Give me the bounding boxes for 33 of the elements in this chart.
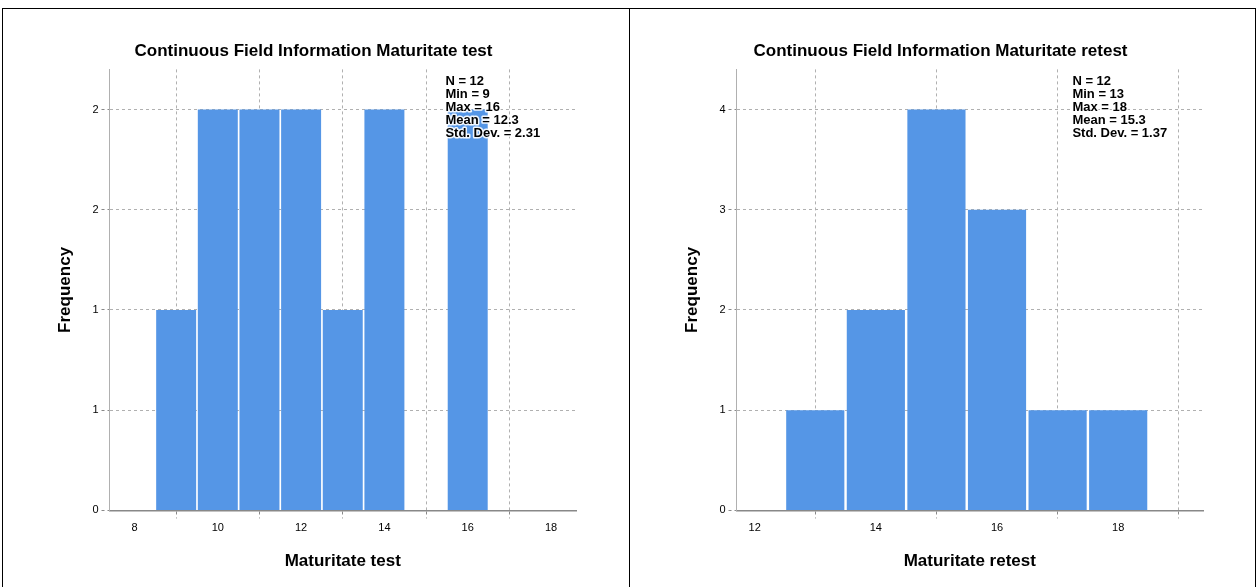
annotation: Std. Dev. = 1.37 — [1071, 125, 1167, 141]
x-tick-label: 18 — [544, 521, 558, 534]
y-tick-label: 0 — [718, 503, 726, 516]
x-tick-label: 12 — [294, 521, 308, 534]
y-tick-label: 2 — [92, 102, 99, 115]
x-tick-label: 14 — [869, 521, 882, 534]
x-tick-label: 14 — [378, 521, 391, 534]
x-tick-label: 8 — [131, 521, 138, 534]
x-axis-title: Maturitate retest — [903, 551, 1036, 571]
y-tick-label: 4 — [718, 102, 726, 115]
y-tick-label: 2 — [718, 302, 726, 315]
annotation: Mean = 15.3 — [1071, 112, 1146, 128]
chart-title: Continuous Field Information Maturitate retest — [752, 40, 1128, 60]
x-tick-label: 10 — [211, 521, 224, 534]
annotation: N = 12 — [445, 73, 485, 89]
y-tick-label: 1 — [92, 403, 99, 416]
annotation: N = 12 — [1071, 73, 1111, 89]
y-tick-label: 0 — [92, 503, 99, 516]
annotation: Max = 18 — [1071, 99, 1127, 115]
y-tick-label: 1 — [718, 403, 726, 416]
y-axis-title: Frequency — [681, 246, 701, 333]
x-tick-label: 16 — [461, 521, 474, 534]
y-tick-label: 2 — [92, 202, 99, 215]
x-axis-title: Maturitate test — [284, 551, 402, 571]
annotation: Min = 9 — [445, 86, 490, 102]
y-tick-label: 1 — [92, 302, 99, 315]
y-tick-label: 3 — [718, 202, 726, 215]
x-tick-label: 12 — [748, 521, 761, 534]
chart-title: Continuous Field Information Maturitate test — [134, 40, 493, 60]
x-tick-label: 18 — [1111, 521, 1124, 534]
y-axis-title: Frequency — [54, 246, 74, 333]
annotation: Min = 13 — [1071, 86, 1124, 102]
x-tick-label: 16 — [990, 521, 1003, 534]
